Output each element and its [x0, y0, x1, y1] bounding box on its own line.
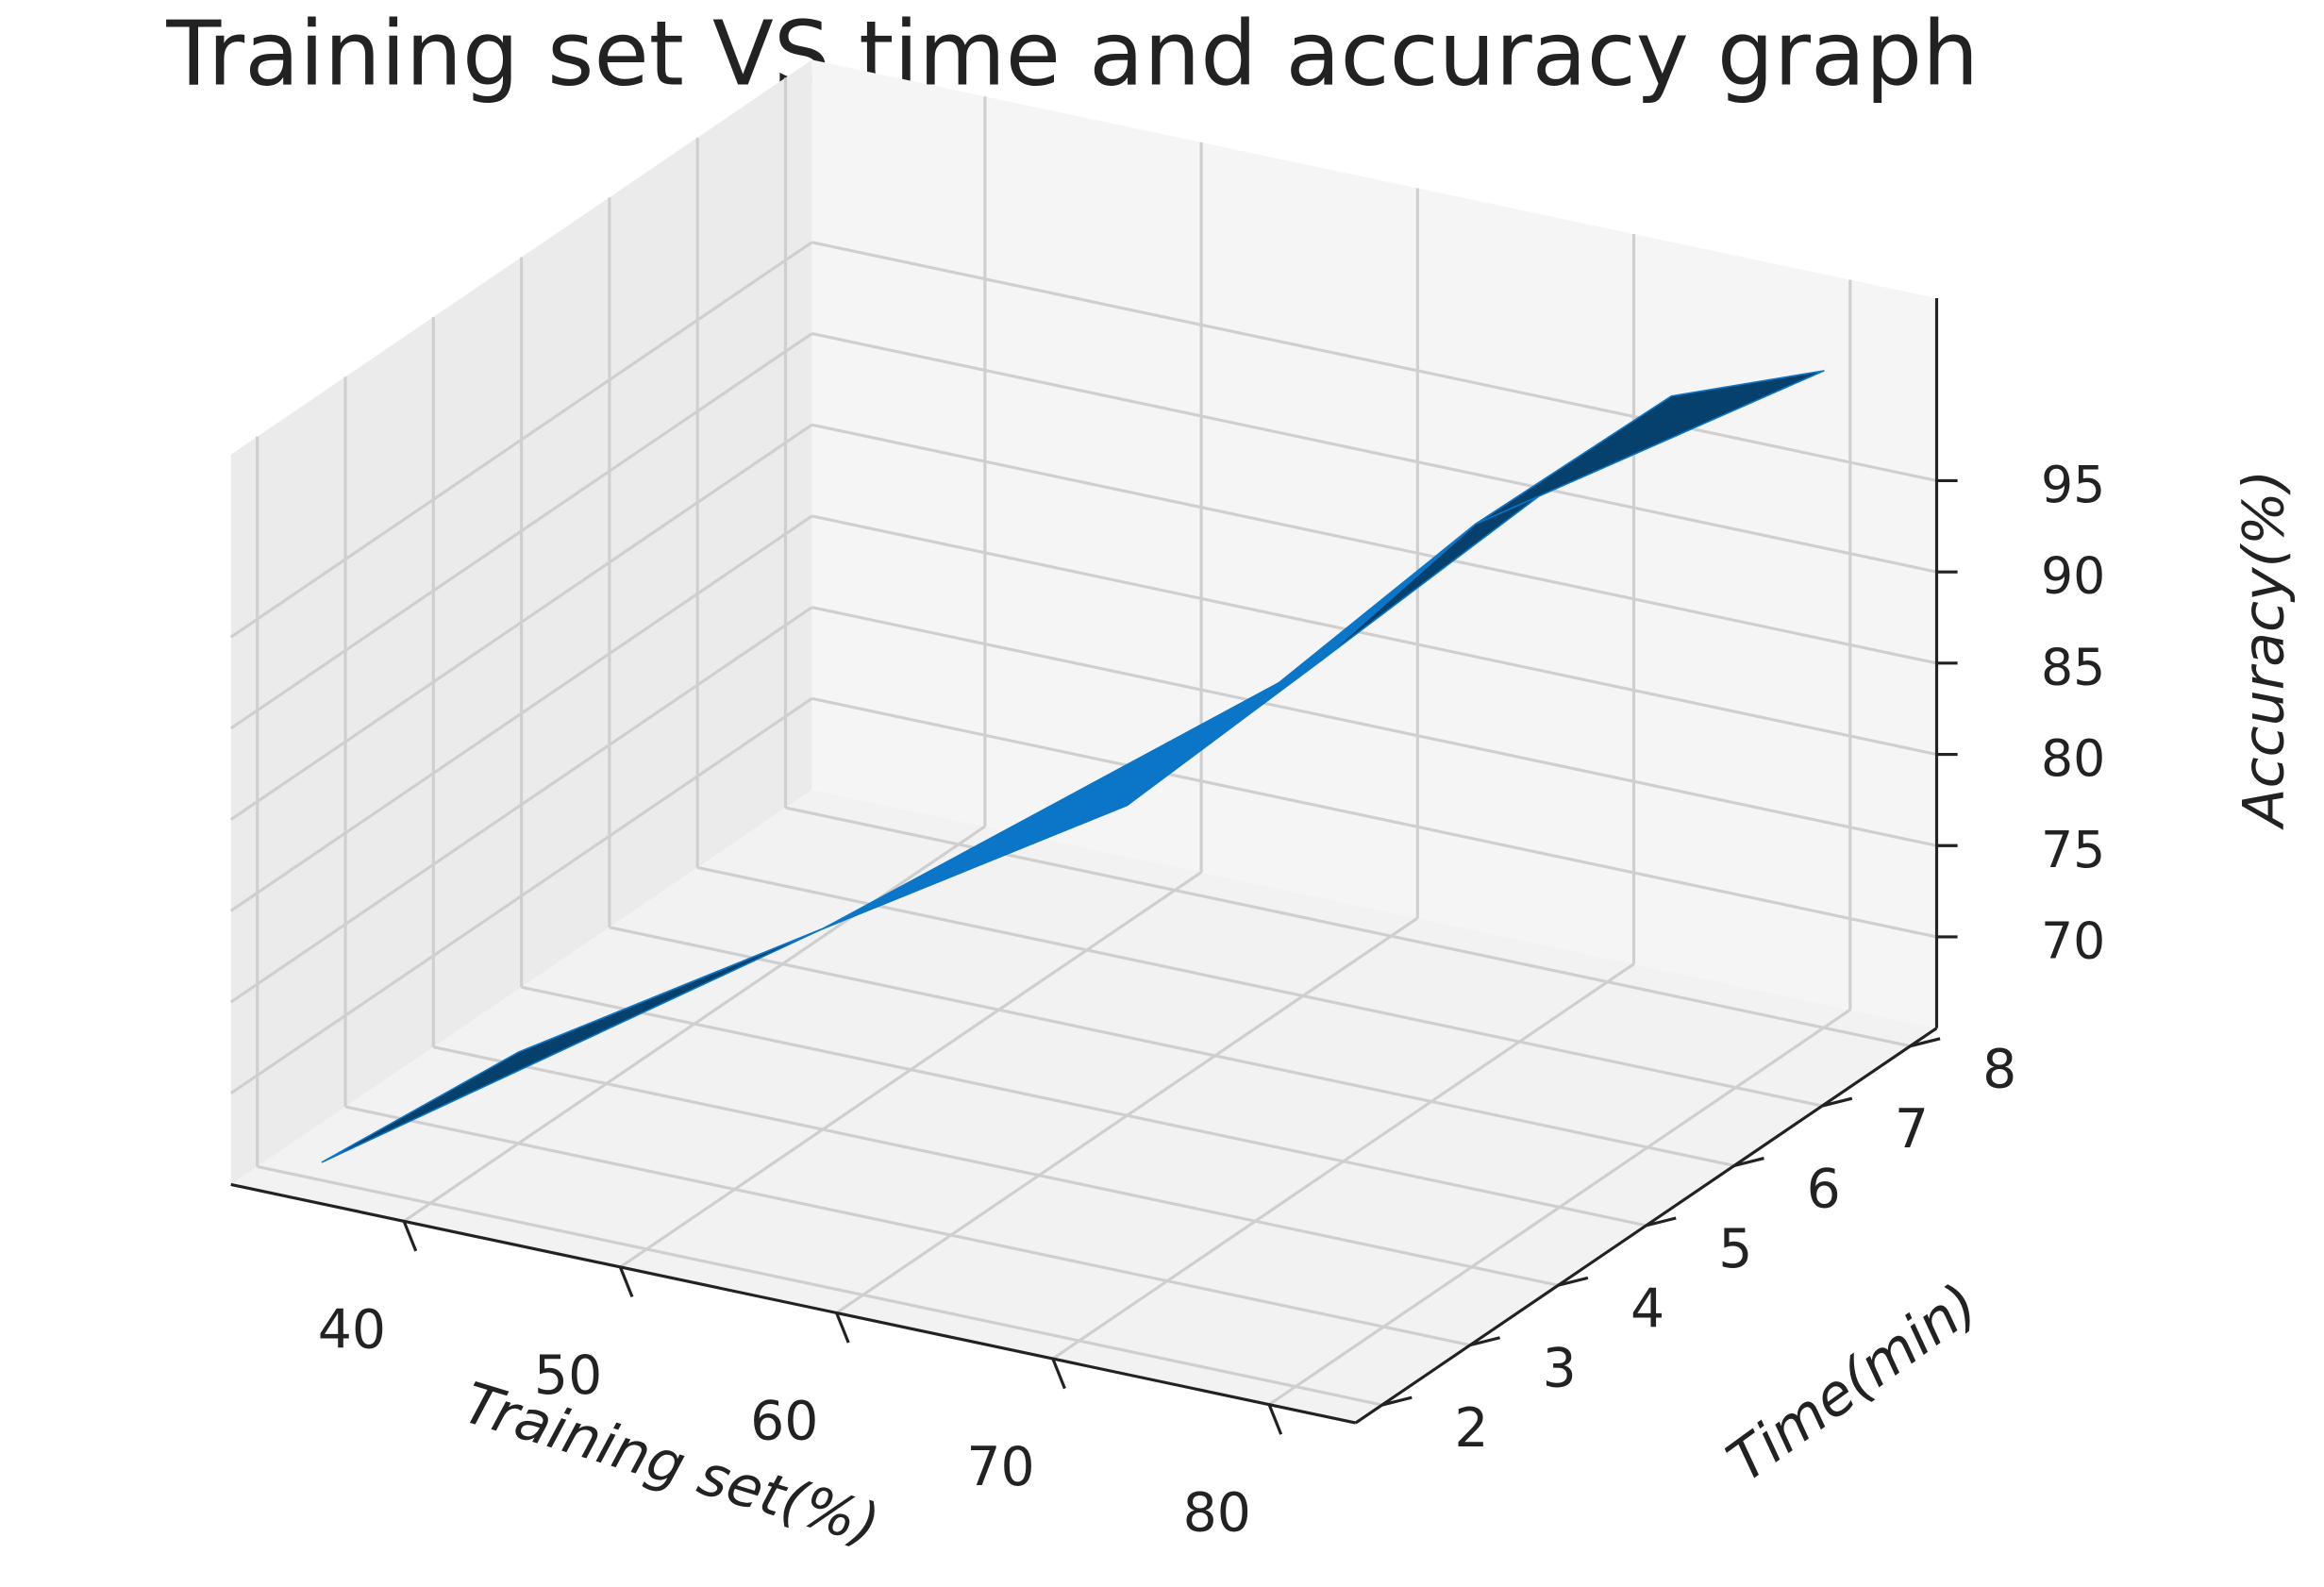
- z-tick-label: 95: [2041, 455, 2105, 514]
- z-tick-label: 90: [2041, 546, 2105, 606]
- tick-mark: [1267, 1404, 1283, 1435]
- grid-line: [229, 241, 813, 639]
- y-tick-label: 6: [1807, 1159, 1841, 1221]
- grid-line: [609, 926, 1735, 1168]
- y-tick-label: 2: [1454, 1397, 1488, 1460]
- grid-line: [811, 696, 1937, 939]
- tick-mark: [835, 1311, 850, 1344]
- x-axis: [230, 1182, 1357, 1425]
- z-tick-label: 75: [2041, 820, 2105, 879]
- grid-line: [229, 423, 813, 821]
- grid-line: [521, 985, 1647, 1228]
- grid-line: [811, 423, 1937, 665]
- tick-mark: [618, 1266, 634, 1298]
- tick-mark: [1557, 1276, 1589, 1287]
- x-axis-title: Training set(%): [456, 1370, 886, 1559]
- y-axis-title: Time(min): [1715, 1271, 1990, 1495]
- z-tick-label: 85: [2041, 637, 2105, 696]
- grid-line: [229, 697, 813, 1095]
- tick-mark: [1381, 1395, 1413, 1407]
- x-tick-label: 70: [966, 1436, 1034, 1498]
- tick-mark: [1051, 1358, 1066, 1390]
- grid-line: [811, 331, 1937, 574]
- y-tick-label: 3: [1543, 1338, 1577, 1400]
- z-tick-label: 70: [2041, 910, 2105, 970]
- x-tick-label: 40: [318, 1298, 386, 1361]
- grid-line: [257, 1164, 1383, 1407]
- chart-title: Training set VS time and accuracy graph: [165, 2, 1979, 106]
- grid-line: [696, 865, 1823, 1108]
- y-tick-label: 8: [1982, 1039, 2016, 1101]
- z-tick-label: 80: [2041, 728, 2105, 788]
- grid-line: [229, 332, 813, 730]
- x-tick-label: 60: [750, 1391, 818, 1453]
- tick-mark: [402, 1220, 418, 1252]
- tick-mark: [1469, 1336, 1500, 1347]
- y-tick-label: 7: [1895, 1098, 1929, 1161]
- surface-face: [1474, 370, 1825, 526]
- grid-line: [344, 1105, 1471, 1347]
- y-tick-label: 5: [1718, 1218, 1752, 1280]
- tick-mark: [1910, 1037, 1941, 1048]
- z-axis-title: Accuracy(%): [2232, 470, 2298, 831]
- y-tick-label: 4: [1630, 1278, 1664, 1340]
- tick-mark: [1733, 1157, 1764, 1168]
- x-tick-label: 80: [1183, 1482, 1251, 1545]
- grid-line: [432, 1045, 1559, 1287]
- tick-mark: [1821, 1096, 1853, 1108]
- grid-line: [229, 514, 813, 912]
- tick-mark: [1646, 1216, 1677, 1228]
- grid-line: [811, 514, 1937, 757]
- x-tick-label: 50: [534, 1345, 602, 1407]
- grid-line: [811, 606, 1937, 847]
- grid-line: [229, 606, 813, 1004]
- grid-line: [811, 241, 1937, 482]
